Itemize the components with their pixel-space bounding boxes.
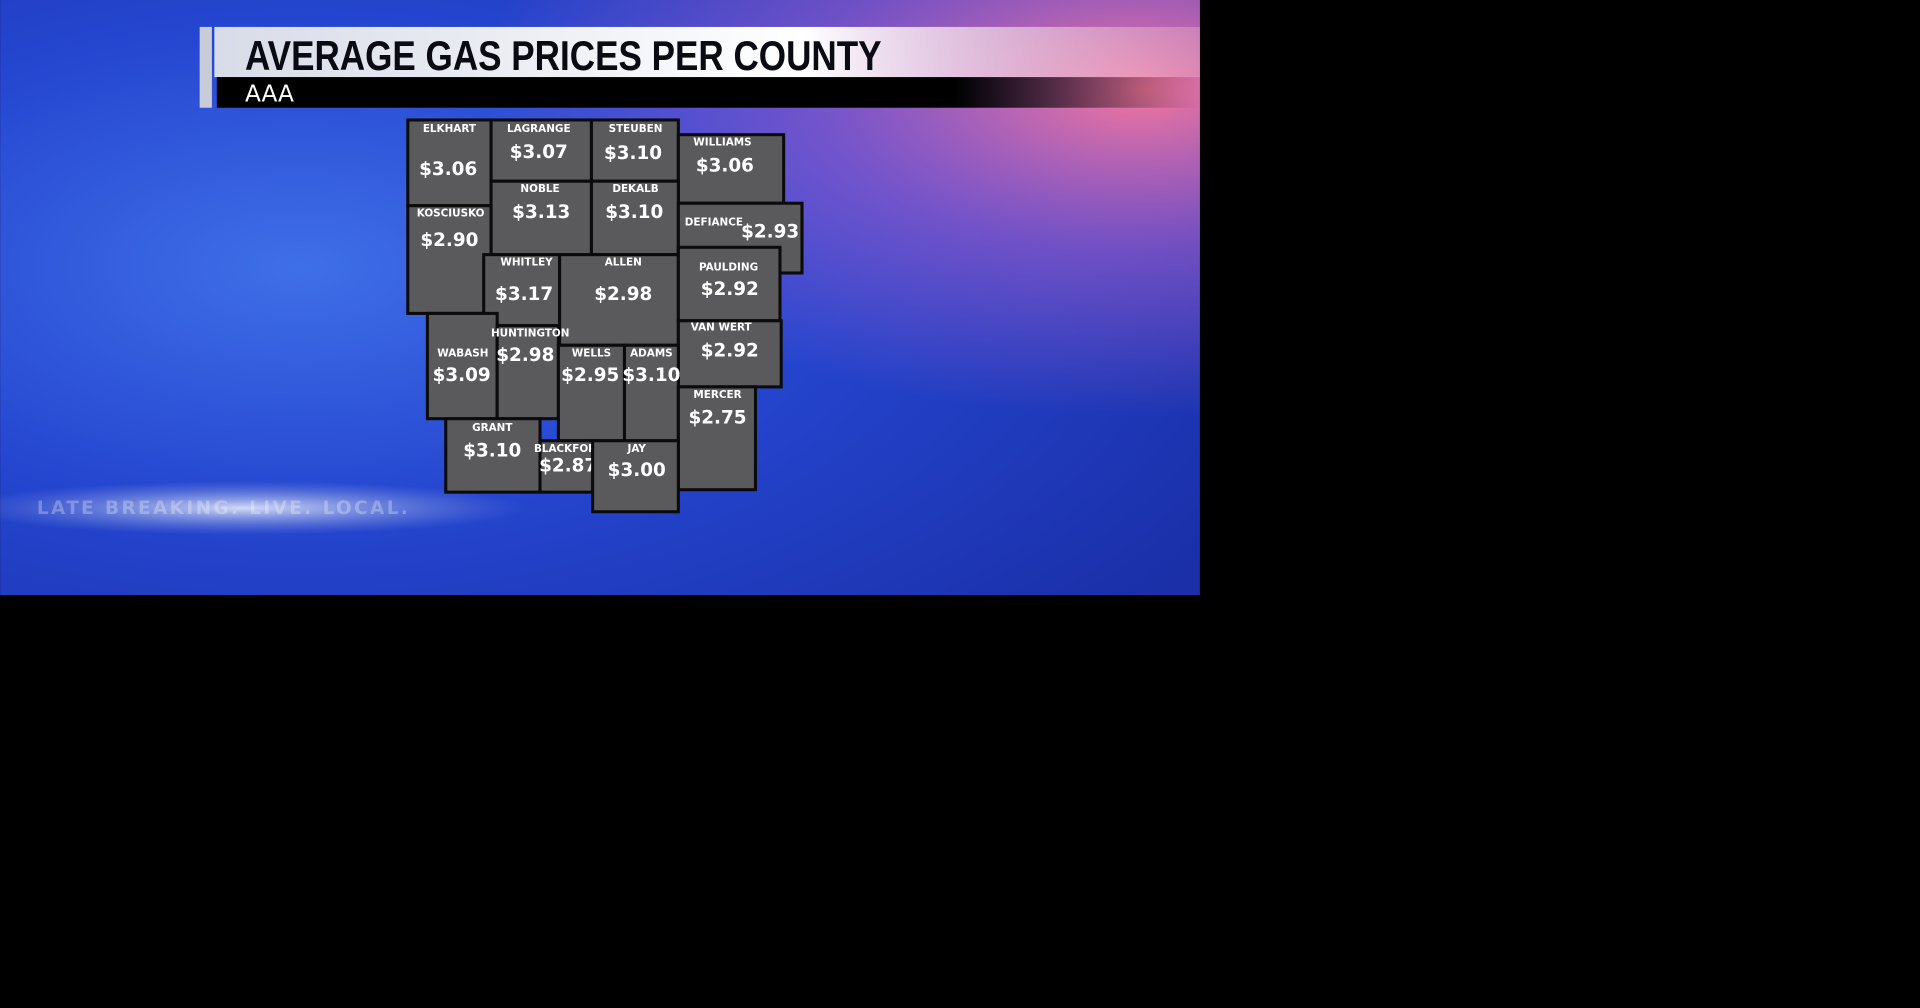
county-price: $2.87	[539, 455, 597, 476]
county-price: $3.10	[463, 441, 521, 462]
county-shape	[676, 133, 786, 205]
ticker: LATE BREAKING. LIVE. LOCAL.	[37, 498, 410, 519]
county-price: $3.07	[510, 142, 568, 163]
county-name: STEUBEN	[609, 123, 663, 135]
county-name: NOBLE	[520, 183, 559, 195]
county-name: WABASH	[437, 347, 488, 359]
county-name: PAULDING	[699, 262, 758, 274]
light-streak	[0, 481, 527, 536]
county-price: $3.06	[696, 155, 754, 176]
title: AVERAGE GAS PRICES PER COUNTY	[245, 32, 882, 79]
county: LAGRANGE $3.07	[489, 118, 593, 183]
county-price: $3.13	[512, 202, 570, 223]
county-name: DEKALB	[612, 183, 658, 195]
county-price: $3.10	[605, 202, 663, 223]
county-shape	[425, 311, 499, 421]
county: NOBLE $3.13	[489, 179, 593, 257]
county-shape	[556, 343, 627, 443]
county: JAY $3.00	[591, 439, 680, 514]
county-map: ELKHART $3.06 LAGRANGE $3.07 STEUBEN $3.10 WIL…	[406, 118, 804, 514]
county: WELLS $2.95	[556, 343, 627, 443]
county: KOSCIUSKO $2.90	[406, 204, 493, 315]
county-name: MERCER	[693, 389, 741, 401]
county: WILLIAMS $3.06	[676, 133, 786, 205]
header-edge	[199, 26, 212, 108]
county: VAN WERT $2.92	[676, 319, 783, 389]
county-name: WILLIAMS	[693, 137, 751, 149]
county-price: $3.10	[622, 365, 680, 386]
county-name: JAY	[627, 443, 647, 455]
county: HUNTINGTON $2.98	[491, 324, 569, 421]
county-price: $3.09	[433, 365, 491, 386]
county-price: $3.10	[604, 143, 662, 164]
county-price: $2.75	[688, 408, 746, 429]
county-name: BLACKFORD	[534, 443, 605, 455]
county-name: GRANT	[472, 422, 513, 434]
county-name: HUNTINGTON	[491, 328, 569, 340]
county-name: ALLEN	[605, 257, 642, 269]
county-price: $2.93	[741, 222, 799, 243]
county-shape	[489, 179, 593, 257]
county-name: ELKHART	[423, 123, 477, 135]
county-shape	[489, 118, 593, 183]
county-shape	[591, 439, 680, 514]
county-name: LAGRANGE	[507, 123, 571, 135]
county-price: $2.95	[561, 365, 619, 386]
county: WABASH $3.09	[425, 311, 499, 421]
title-bar	[214, 26, 1200, 78]
county-shape	[406, 204, 493, 315]
county: GRANT $3.10	[444, 417, 542, 494]
county: DEKALB $3.10	[589, 179, 680, 257]
county-price: $3.00	[608, 460, 666, 481]
source-bar	[216, 77, 1200, 108]
county-shape	[406, 118, 493, 208]
county-price: $2.92	[701, 340, 759, 361]
county-name: DEFIANCE	[685, 216, 743, 228]
county-price: $2.90	[420, 230, 478, 251]
county-name: ADAMS	[630, 347, 673, 359]
county-name: WHITLEY	[500, 257, 553, 269]
county-name: KOSCIUSKO	[417, 208, 485, 220]
county-shape	[622, 343, 680, 443]
county-price: $2.98	[594, 284, 652, 305]
county-shape	[676, 245, 782, 323]
county-name: VAN WERT	[691, 322, 753, 334]
county-shape	[676, 385, 758, 492]
county-shape	[495, 324, 560, 421]
county: ALLEN $2.98	[558, 253, 680, 347]
county: ELKHART $3.06	[406, 118, 493, 208]
county: STEUBEN $3.10	[589, 118, 680, 183]
county: MERCER $2.75	[676, 385, 758, 492]
county-name: WELLS	[572, 347, 611, 359]
county: PAULDING $2.92	[676, 245, 782, 323]
news-graphic: LATE BREAKING. LIVE. LOCAL. AVERAGE GAS …	[0, 0, 1200, 595]
county: ADAMS $3.10	[622, 343, 680, 443]
source: AAA	[245, 81, 294, 108]
county-price: $2.92	[701, 279, 759, 300]
county-price: $2.98	[496, 345, 554, 366]
county-price: $3.06	[419, 159, 477, 180]
county-price: $3.17	[495, 284, 553, 305]
